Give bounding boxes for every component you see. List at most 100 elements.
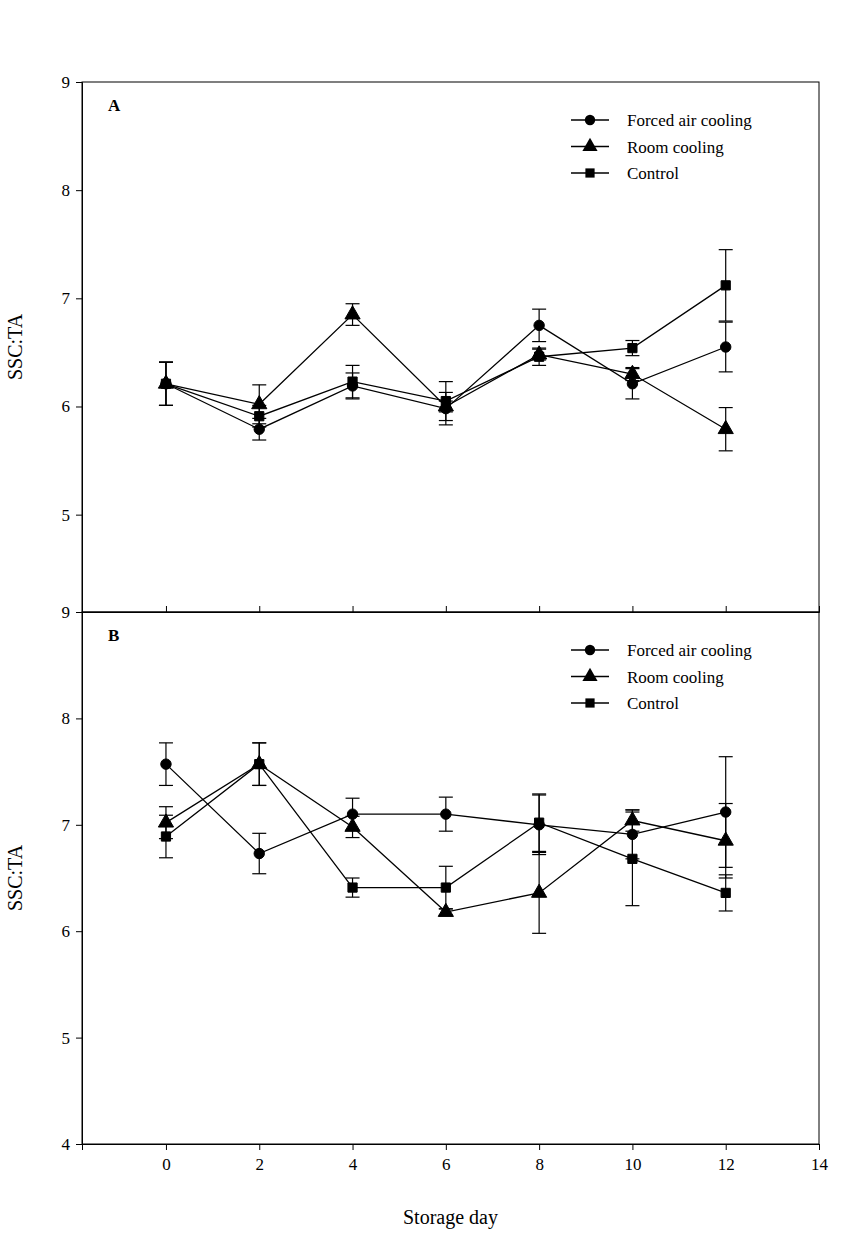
y-tick-label: 8 — [62, 181, 71, 200]
y-tick-label: 7 — [62, 289, 71, 308]
series-line — [166, 764, 726, 853]
series-line — [166, 315, 726, 430]
y-tick: 7 — [62, 816, 83, 835]
series-line — [166, 764, 726, 912]
y-tick-mark — [76, 825, 82, 826]
x-tick-mark — [726, 606, 727, 612]
x-tick-label: 10 — [624, 1155, 641, 1174]
x-tick-mark — [726, 1144, 727, 1150]
error-bar — [625, 812, 639, 906]
error-bar-cap — [346, 365, 360, 366]
x-tick: 10 — [624, 1144, 641, 1174]
series-marker — [161, 379, 171, 389]
series-marker — [255, 760, 264, 769]
y-tick-mark — [76, 1038, 82, 1039]
error-bar-cap — [719, 450, 733, 451]
x-tick — [259, 606, 260, 612]
error-bar — [346, 365, 360, 397]
error-bar — [532, 852, 546, 933]
error-bar-cap — [159, 362, 173, 363]
error-bar-cap — [252, 742, 266, 743]
y-tick-label: 5 — [62, 506, 71, 525]
error-bar-cap — [346, 837, 360, 838]
error-bar-cap — [439, 797, 453, 798]
error-bar — [719, 408, 733, 451]
error-bar-cap — [439, 424, 453, 425]
x-tick-mark — [632, 606, 633, 612]
error-bar-cap — [719, 322, 733, 323]
legend-item: Control — [571, 164, 679, 183]
error-bar — [252, 385, 266, 424]
legend-marker — [585, 645, 595, 655]
x-tick-label: 8 — [535, 1155, 544, 1174]
error-bar-cap — [439, 908, 453, 909]
x-tick-mark — [166, 1144, 167, 1150]
x-tick: 8 — [535, 1144, 544, 1174]
error-bar — [532, 794, 546, 851]
error-bar-cap — [719, 910, 733, 911]
error-bar-cap — [439, 866, 453, 867]
plot-frame — [82, 82, 819, 612]
x-tick-label: 12 — [718, 1155, 735, 1174]
error-bar-cap — [532, 852, 546, 853]
error-bar — [252, 743, 266, 786]
y-tick-label: 9 — [62, 603, 71, 622]
error-bar-cap — [252, 833, 266, 834]
legend-marker — [582, 668, 597, 681]
y-tick-mark — [76, 190, 82, 191]
y-tick-label: 5 — [62, 1029, 71, 1048]
error-bar-cap — [532, 347, 546, 348]
error-bar-cap — [159, 806, 173, 807]
error-bar-cap — [532, 309, 546, 310]
x-tick-mark — [539, 606, 540, 612]
x-tick — [632, 606, 633, 612]
x-tick — [539, 606, 540, 612]
x-tick — [726, 606, 727, 612]
x-tick: 0 — [162, 1144, 171, 1174]
y-tick-mark — [76, 82, 82, 83]
error-bar-cap — [532, 365, 546, 366]
legend-marker — [582, 138, 597, 151]
error-bar-cap — [719, 371, 733, 372]
error-bar — [346, 304, 360, 326]
series-marker — [535, 818, 544, 827]
panel: 56789ASSC:TAForced air coolingRoom cooli… — [4, 73, 820, 613]
x-tick-mark — [259, 1144, 260, 1150]
x-tick-label: 6 — [442, 1155, 451, 1174]
error-bar-cap — [439, 420, 453, 421]
series-marker — [718, 832, 733, 845]
x-tick-label: 0 — [162, 1155, 171, 1174]
series-marker — [161, 379, 170, 388]
x-tick-mark — [259, 606, 260, 612]
legend-label: Room cooling — [627, 138, 724, 157]
error-bar-cap — [252, 426, 266, 427]
x-tick: 12 — [718, 1144, 735, 1174]
series-marker — [441, 396, 450, 405]
y-axis: 456789 — [62, 603, 83, 1154]
error-bar-cap — [159, 857, 173, 858]
series-marker — [255, 412, 264, 421]
error-bar — [439, 866, 453, 909]
error-bar-cap — [159, 405, 173, 406]
x-tick — [819, 606, 820, 612]
legend-label: Forced air cooling — [627, 111, 752, 130]
series-marker — [721, 342, 731, 352]
error-bar-cap — [625, 811, 639, 812]
series-marker — [625, 365, 640, 378]
error-bar-cap — [346, 897, 360, 898]
y-tick: 9 — [62, 73, 83, 92]
error-bar-cap — [159, 405, 173, 406]
x-tick — [446, 606, 447, 612]
error-bar-cap — [159, 815, 173, 816]
y-tick-mark — [76, 298, 82, 299]
error-bar — [439, 797, 453, 831]
y-axis: 56789 — [62, 73, 83, 613]
error-bar — [159, 743, 173, 786]
error-bar-cap — [346, 325, 360, 326]
series-marker — [535, 352, 544, 361]
x-tick-label: 14 — [811, 1155, 829, 1174]
error-bar-cap — [719, 249, 733, 250]
x-tick: 4 — [349, 1144, 358, 1174]
error-bar-cap — [252, 405, 266, 406]
y-axis-line — [76, 83, 83, 613]
